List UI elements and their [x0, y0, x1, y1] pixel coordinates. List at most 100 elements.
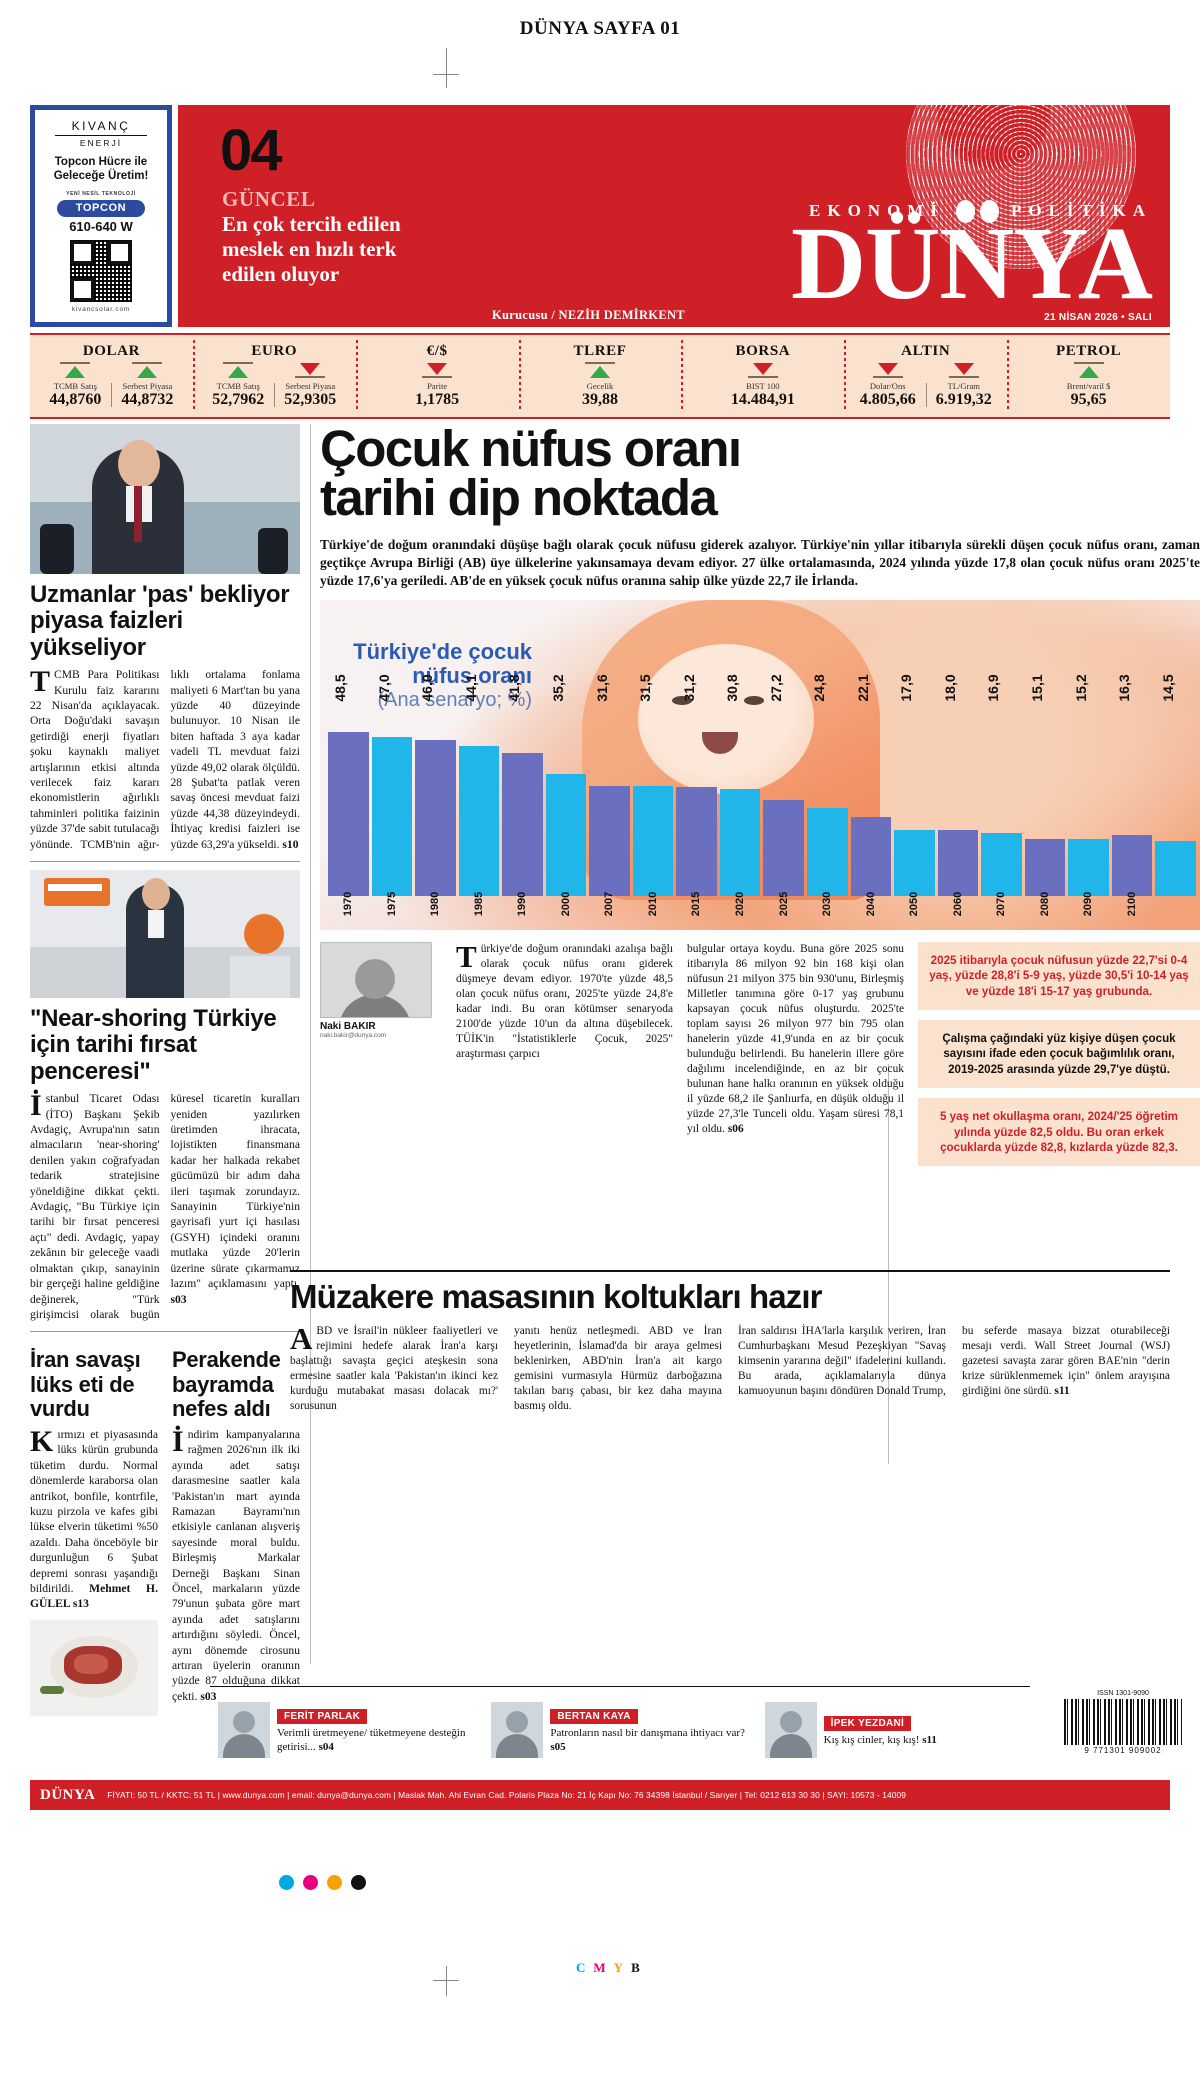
masthead-flag: 04 GÜNCEL En çok tercih edilen meslek en…: [178, 105, 1170, 327]
page-footer: DÜNYA FİYATI: 50 TL / KKTC: 51 TL | www.…: [30, 1780, 1170, 1810]
fact-box-3: 5 yaş net okullaşma oranı, 2024/'25 öğre…: [918, 1098, 1200, 1167]
main-headline[interactable]: Çocuk nüfus oranı tarihi dip noktada: [320, 420, 1200, 527]
columnist-ref[interactable]: s11: [922, 1733, 937, 1746]
bottom-story-headline[interactable]: Müzakere masasının koltukları hazır: [290, 1278, 822, 1315]
left-story-2-text-b: girişimcisi olarak bugün küresel ticaret…: [30, 1092, 300, 1321]
arrow-down-icon: [747, 361, 778, 378]
chart-bar: 16,9: [981, 674, 1022, 896]
chart-bar-value: 31,6: [593, 674, 610, 702]
left-bottom-1-dropcap: K: [30, 1424, 54, 1458]
brand-word-ekonomi: EKONOMİ: [809, 201, 944, 221]
chart-bar-rect: [1024, 839, 1066, 896]
ticker-title: ALTIN: [901, 343, 951, 359]
columnist-promo[interactable]: BERTAN KAYA Patronların nasıl bir danışma…: [483, 1702, 756, 1758]
columnist-teaser: Verimli üretmeyene/ tüketmeyene desteğin…: [277, 1726, 466, 1753]
fact-box-1: 2025 itibarıyla çocuk nüfusun yüzde 22,7…: [918, 941, 1200, 1011]
ticker-title: BORSA: [735, 343, 791, 359]
bottom-story-col2: yanıtı henüz netleşmedi. ABD ve İran hey…: [514, 1325, 722, 1413]
arrow-down-icon: [872, 361, 903, 378]
chart-subtitle: (Ana senaryo; %): [377, 689, 532, 712]
chart-story-ref[interactable]: s06: [727, 1123, 744, 1136]
chart-bar: 15,1: [1024, 674, 1066, 896]
main-headline-line1: Çocuk nüfus oranı: [320, 420, 742, 477]
ticker-label: TCMB Satış: [216, 381, 260, 391]
left-story-1-title[interactable]: Uzmanlar 'pas' bekliyor piyasa faizleri …: [30, 581, 290, 661]
chart-x-label: 1980: [429, 891, 442, 917]
ticker-group-borsa[interactable]: BORSA BIST 100 14.484,91: [681, 335, 844, 417]
arrow-down-icon: [948, 361, 979, 378]
chart-bar-rect: [589, 786, 630, 896]
registration-dot: [303, 1875, 318, 1890]
cmyk-letter: C: [576, 1960, 592, 1975]
bottom-story-ref[interactable]: s11: [1054, 1385, 1070, 1398]
columnist-promo[interactable]: FERİT PARLAK Verimli üretmeyene/ tüketmey…: [210, 1702, 483, 1758]
columnist-photo: [491, 1702, 544, 1758]
left-bottom-2-ref[interactable]: s03: [200, 1689, 217, 1703]
chart-x-label: 2020: [734, 891, 747, 917]
ticker-group--[interactable]: €/$ Parite 1,1785: [355, 335, 519, 417]
chart-bar: 17,9: [894, 674, 935, 896]
ticker-group-euro[interactable]: EURO TCMB Satış 52,7962 Serbest Piyasa 52,93…: [192, 335, 356, 417]
ticker-group-dolar[interactable]: DOLAR TCMB Satış 44,8760 Serbest Piyasa 44,8…: [30, 335, 193, 417]
left-bottom-1-title[interactable]: İran savaşı lüks eti de vurdu: [30, 1347, 141, 1421]
chart-bar-rect: [937, 829, 979, 896]
brand-title: DÜNYA: [791, 205, 1153, 321]
advertisement-kivanc-enerji[interactable]: KIVANÇ ENERJİ Topcon Hücre ile Geleceğe …: [30, 105, 172, 327]
left-story-2-title[interactable]: "Near-shoring Türkiye için tarihi fırsat…: [30, 1005, 277, 1085]
market-ticker-bar: DOLAR TCMB Satış 44,8760 Serbest Piyasa 44,8…: [30, 333, 1170, 419]
ticker-value-col: TCMB Satış 52,7962: [202, 361, 274, 409]
fact-box-2: Çalışma çağındaki yüz kişiye düşen çocuk…: [918, 1020, 1200, 1089]
chart-x-label: 1970: [342, 891, 355, 917]
chart-story-col2: bulgular ortaya koydu. Buna göre 2025 so…: [687, 942, 904, 1177]
ticker-value-col: Dolar/Ons 4.805,66: [850, 361, 926, 409]
columnist-ref[interactable]: s05: [550, 1740, 566, 1753]
ticker-label: Serbest Piyasa: [285, 381, 336, 391]
registration-dot: [327, 1875, 342, 1890]
arrow-down-icon: [422, 361, 453, 378]
main-headline-line2: tarihi dip noktada: [320, 469, 718, 527]
author-email[interactable]: naki.bakir@dunya.com: [320, 1031, 387, 1039]
left-story-2-dropcap: İ: [30, 1089, 42, 1123]
chart-bar-rect: [415, 739, 456, 896]
ticker-label: Serbest Piyasa: [122, 381, 173, 391]
left-bottom-2-dropcap: İ: [172, 1424, 184, 1458]
kicker-teaser-text[interactable]: En çok tercih edilen meslek en hızlı ter…: [222, 212, 401, 286]
ticker-title: €/$: [426, 343, 448, 359]
ticker-value: 6.919,32: [935, 391, 992, 408]
chart-bar-value: 17,9: [898, 674, 915, 702]
left-bottom-2-title[interactable]: Perakende bayramda nefes aldı: [172, 1347, 281, 1421]
left-story-2-ref[interactable]: s03: [170, 1292, 187, 1306]
chart-x-label: 2025: [777, 891, 790, 917]
arrow-up-icon: [223, 361, 254, 378]
ticker-group-altin[interactable]: ALTIN Dolar/Ons 4.805,66 TL/Gram 6.919,32: [844, 335, 1007, 417]
ticker-group-petrol[interactable]: PETROL Brent/varil $95,65: [1007, 335, 1170, 417]
footer-info: FİYATI: 50 TL / KKTC: 51 TL | www.dunya.…: [107, 1790, 906, 1800]
chart-bar: 22,1: [850, 674, 892, 896]
left-story-1-dropcap: T: [30, 665, 51, 699]
columnist-ref[interactable]: s04: [318, 1740, 334, 1753]
founder-line: Kurucusu / NEZİH DEMİRKENT: [492, 308, 685, 323]
qr-code-icon[interactable]: [70, 239, 132, 302]
crop-mark-bottom-v: [446, 1966, 447, 1996]
chart-bar-rect: [850, 816, 892, 896]
ticker-value-col: Brent/varil $95,65: [1057, 361, 1121, 409]
chart-bar-rect: [763, 800, 805, 896]
columnist-promo[interactable]: İPEK YEZDANİ Kış kış cinler, kış kış! s11: [757, 1702, 1030, 1758]
chart-bar: 24,8: [807, 674, 848, 896]
ticker-label: TCMB Satış: [53, 381, 98, 391]
bottom-story-dropcap: A: [290, 1321, 313, 1356]
columnist-teaser: Patronların nasıl bir danışmana ihtiyacı…: [550, 1726, 745, 1753]
ticker-value: 1,1785: [415, 391, 460, 408]
chart-x-label: 2100: [1126, 891, 1139, 917]
chart-bar-value: 48,5: [332, 674, 349, 702]
left-story-1-ref[interactable]: s10: [282, 837, 299, 851]
ticker-group-tlref[interactable]: TLREF Gecelik 39,88: [518, 335, 682, 417]
left-bottom-1-byline[interactable]: Mehmet H. GÜLEL s13: [30, 1581, 158, 1611]
ticker-label: Parite: [427, 381, 448, 391]
left-story-2-text-a: stanbul Ticaret Odası (İTO) Başkanı Şeki…: [30, 1092, 160, 1306]
chart-bar-rect: [545, 774, 587, 896]
